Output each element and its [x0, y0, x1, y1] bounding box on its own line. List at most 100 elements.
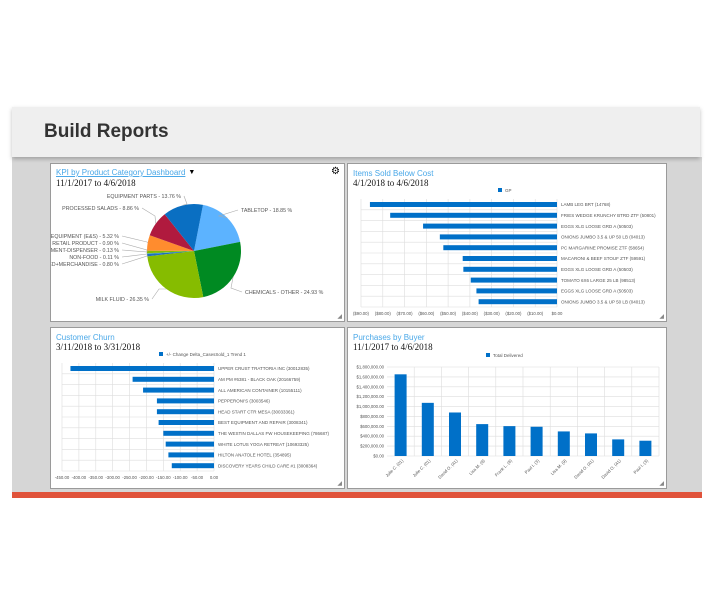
category-label: EGGS XLG LOOSE GRD A (50503) — [561, 267, 633, 272]
bar — [156, 398, 214, 404]
bar — [168, 452, 214, 458]
category-label: FRIES WEDGE KRUNCHY BTRD ZTF (50801) — [561, 213, 656, 218]
x-tick-label: David O. (41) — [600, 458, 622, 480]
x-tick-label: ($10.00) — [527, 311, 544, 316]
category-label: PC MARGARINE PROMISE ZTF (58654) — [561, 245, 645, 250]
pie-slice — [194, 241, 241, 298]
x-tick-label: David O. (41) — [573, 458, 595, 480]
y-tick-label: $200,000.00 — [360, 444, 385, 449]
y-tick-label: $800,000.00 — [360, 414, 385, 419]
purchases-title: Purchases by Buyer — [353, 333, 425, 342]
bar — [70, 366, 214, 371]
bar — [478, 299, 557, 305]
y-tick-label: $1,800,000.00 — [357, 365, 385, 370]
churn-date-range: 3/11/2018 to 3/31/2018 — [56, 342, 141, 352]
bar — [132, 376, 214, 382]
filter-icon[interactable]: ▼ — [188, 168, 196, 176]
legend-swatch — [498, 188, 502, 192]
resize-icon[interactable]: ◢ — [337, 314, 342, 320]
bar — [421, 402, 434, 456]
category-label: TOMATO 6X6 LARGE 25 LB (98513) — [561, 278, 636, 283]
legend-label: Total Delivered — [493, 353, 523, 358]
bar — [612, 439, 625, 456]
gear-icon[interactable]: ⚙ — [331, 166, 340, 177]
y-tick-label: $1,200,000.00 — [357, 394, 385, 399]
bar — [163, 430, 214, 436]
y-tick-label: $1,400,000.00 — [357, 384, 385, 389]
bar — [639, 440, 652, 456]
x-tick-label: ($40.00) — [462, 311, 479, 316]
y-tick-label: $1,000,000.00 — [357, 404, 385, 409]
pie-slice — [147, 251, 194, 257]
bar — [394, 374, 407, 456]
x-tick-label: Julie C. (01) — [412, 458, 432, 478]
bar — [423, 223, 557, 229]
pie-label: MILK FLUID - 26.35 % — [96, 297, 150, 303]
category-label: DISCOVERY YEARS CHILD CARE #1 (3008364) — [218, 463, 318, 468]
bar — [557, 431, 570, 456]
category-label: HILTON ANATOLE HOTEL (354895) — [218, 453, 292, 458]
purchases-date-range: 11/1/2017 to 4/6/2018 — [353, 342, 433, 352]
items-bar-chart: GP ($90.00) ($80.00) ($70.00) ($60.00) ($50.0… — [353, 188, 656, 316]
x-tick-label: ($80.00) — [375, 311, 392, 316]
x-tick-label: 0.00 — [210, 475, 219, 480]
purchases-panel: Total Delivered $0.00 $200,000.00 $400,000.… — [347, 327, 667, 489]
x-tick-label: Paul I. (3) — [632, 458, 649, 475]
bar — [369, 202, 557, 207]
pie-leader-line — [121, 242, 148, 252]
category-label: ONIONS JUMBO 3.5 & UP 50 LB (04013) — [561, 235, 645, 240]
x-tick-label: Lisa M. (9) — [468, 458, 486, 476]
x-tick-label: -450.00 — [55, 475, 70, 480]
bar — [171, 463, 214, 469]
category-label: MACARONI & BEEF STOUF ZTF (59591) — [561, 256, 646, 261]
category-label: HEAD START CTR MESA (30033361) — [218, 409, 295, 414]
churn-panel: +/- Change Delta_CasesSold_1 Trend 1 -450… — [50, 327, 345, 489]
pie-label: PMENT-DISPENSER - 0.13 % — [51, 248, 119, 254]
pie-label: CHEMICALS - OTHER - 24.93 % — [245, 290, 324, 296]
category-label: AM PM #6381 - BLACK OAK (20166759) — [218, 377, 301, 382]
pie-slice — [147, 251, 194, 254]
category-label: THE WESTIN DALLAS FW HOUSEKEEPING (78668… — [218, 431, 330, 436]
pie-label: TABLETOP - 18.85 % — [241, 208, 293, 214]
x-tick-label: ($30.00) — [484, 311, 501, 316]
x-tick-label: Julie C. (01) — [384, 458, 404, 478]
bar — [463, 266, 557, 272]
bar — [443, 245, 557, 251]
x-tick-label: -350.00 — [88, 475, 103, 480]
pie-chart: TABLETOP - 18.85 % CHEMICALS - OTHER - 24… — [51, 194, 324, 303]
category-label: ONIONS JUMBO 3.5 & UP 50 LB (04013) — [561, 299, 645, 304]
kpi-title-row: KPI by Product Category Dashboard ▼ — [56, 168, 195, 177]
category-label: ALL AMERICAN CONTAINER (10155111) — [218, 388, 302, 393]
churn-bar-chart: +/- Change Delta_CasesSold_1 Trend 1 -450… — [55, 352, 330, 480]
pie-slice — [194, 204, 241, 251]
pie-label: PROCESSED SALADS - 8.86 % — [62, 206, 139, 212]
x-tick-label: Lisa M. (9) — [550, 458, 568, 476]
churn-title: Customer Churn — [56, 333, 115, 342]
x-tick-label: -100.00 — [173, 475, 188, 480]
resize-icon[interactable]: ◢ — [337, 481, 342, 487]
resize-icon[interactable]: ◢ — [659, 481, 664, 487]
pie-label: RETAIL PRODUCT - 0.90 % — [52, 241, 119, 247]
pie-leader-line — [230, 277, 243, 293]
pie-leader-line — [121, 255, 148, 265]
legend-label: +/- Change Delta_CasesSold_1 Trend 1 — [166, 352, 246, 357]
pie-slice — [164, 204, 203, 251]
pie-slice — [147, 250, 194, 254]
category-label: EGGS XLG LOOSE GRD A (50503) — [561, 289, 633, 294]
category-label: PEPPERONI'S (3003546) — [218, 399, 270, 404]
accent-bar — [12, 492, 702, 498]
kpi-title-link[interactable]: KPI by Product Category Dashboard — [56, 168, 186, 177]
x-tick-label: ($70.00) — [397, 311, 414, 316]
category-label: LAMB LEG BRT (14768) — [561, 202, 611, 207]
x-tick-label: ($20.00) — [505, 311, 522, 316]
bar — [165, 441, 214, 447]
bar — [470, 277, 557, 283]
x-tick-label: -150.00 — [156, 475, 171, 480]
page-title: Build Reports — [44, 121, 169, 142]
pie-leader-line — [121, 235, 148, 244]
x-tick-label: ($50.00) — [440, 311, 457, 316]
category-label: UPPER CRUST TRATTORIA INC (30012835) — [218, 366, 310, 371]
items-date-range: 4/1/2018 to 4/6/2018 — [353, 178, 429, 188]
x-tick-label: Paul I. (3) — [524, 458, 541, 475]
resize-icon[interactable]: ◢ — [659, 314, 664, 320]
